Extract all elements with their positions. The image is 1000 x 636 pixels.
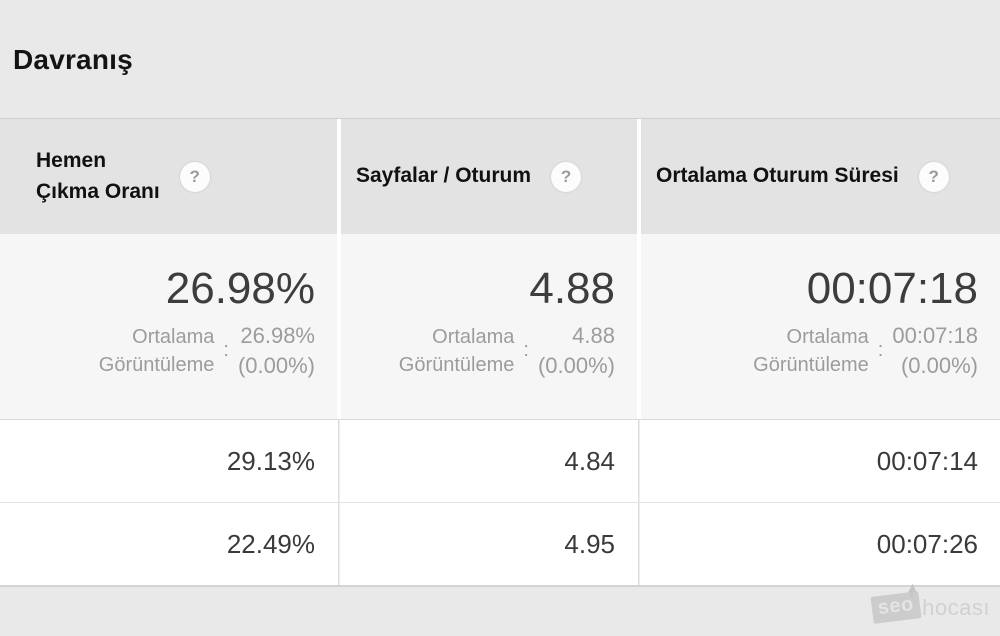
column-divider: [637, 503, 641, 585]
title-area: Davranış: [0, 0, 1000, 118]
average-label: Ortalama Görüntüleme: [398, 325, 515, 376]
metrics-table: Hemen Çıkma Oranı ? Sayfalar / Oturum ? …: [0, 118, 1000, 587]
section-title: Davranış: [13, 44, 133, 75]
bounce-rate-help-icon[interactable]: ?: [179, 161, 210, 192]
summary-average-block: Ortalama Görüntüleme : 26.98% (0.00%): [10, 321, 315, 380]
column-header-bounce-rate[interactable]: Hemen Çıkma Oranı ?: [0, 119, 337, 234]
footer: seo hocası: [0, 583, 1000, 636]
value-cell-avg-session-duration: 00:07:14: [876, 445, 978, 476]
average-values: 26.98% (0.00%): [237, 323, 315, 378]
summary-total-value: 4.88: [529, 264, 615, 313]
value-cell-bounce-rate: 29.13%: [226, 445, 315, 476]
value-cell-pages-per-session: 4.95: [564, 528, 615, 559]
value-cell-avg-session-duration: 00:07:26: [876, 528, 978, 559]
summary-average-block: Ortalama Görüntüleme : 00:07:18 (0.00%): [651, 321, 978, 380]
column-divider: [337, 503, 341, 585]
average-label: Ortalama Görüntüleme: [98, 325, 215, 376]
column-divider: [337, 420, 341, 502]
column-header-label: Sayfalar / Oturum: [356, 164, 532, 188]
value-cell-bounce-rate: 22.49%: [226, 528, 315, 559]
column-divider: [637, 420, 641, 502]
column-header-label: Ortalama Oturum Süresi: [656, 164, 899, 188]
column-header-avg-session-duration[interactable]: Ortalama Oturum Süresi ?: [641, 119, 1000, 234]
summary-average-block: Ortalama Görüntüleme : 4.88 (0.00%): [351, 321, 615, 380]
pages-per-session-help-icon[interactable]: ?: [551, 161, 582, 192]
summary-cell-bounce-rate: 26.98% Ortalama Görüntüleme : 26.98% (0.…: [0, 234, 337, 419]
summary-total-value: 26.98%: [165, 264, 315, 313]
value-cell-pages-per-session: 4.84: [564, 445, 615, 476]
column-divider: [337, 119, 341, 234]
column-header-label: Hemen Çıkma Oranı: [36, 149, 160, 203]
column-header-pages-per-session[interactable]: Sayfalar / Oturum ?: [341, 119, 637, 234]
summary-row: 26.98% Ortalama Görüntüleme : 26.98% (0.…: [0, 234, 1000, 419]
table-header-row: Hemen Çıkma Oranı ? Sayfalar / Oturum ? …: [0, 119, 1000, 234]
average-separator: :: [223, 339, 229, 362]
watermark-seo-box: seo: [870, 583, 922, 624]
summary-cell-pages-per-session: 4.88 Ortalama Görüntüleme : 4.88 (0.00%): [341, 234, 637, 419]
avg-session-duration-help-icon[interactable]: ?: [918, 161, 949, 192]
column-divider: [637, 234, 641, 419]
average-label: Ortalama Görüntüleme: [753, 325, 869, 376]
watermark-hocasi-text: hocası: [922, 594, 990, 620]
summary-total-value: 00:07:18: [806, 264, 978, 313]
summary-cell-avg-session-duration: 00:07:18 Ortalama Görüntüleme : 00:07:18…: [641, 234, 1000, 419]
table-row: 22.49% 4.95 00:07:26: [0, 502, 1000, 585]
average-separator: :: [523, 339, 529, 362]
average-separator: :: [877, 339, 884, 362]
average-values: 00:07:18 (0.00%): [892, 323, 978, 378]
cursor-icon: [907, 583, 917, 597]
table-row: 29.13% 4.84 00:07:14: [0, 419, 1000, 502]
column-divider: [637, 119, 641, 234]
watermark-seohocasi: seo hocası: [870, 583, 990, 624]
average-values: 4.88 (0.00%): [537, 323, 615, 378]
column-divider: [337, 234, 341, 419]
